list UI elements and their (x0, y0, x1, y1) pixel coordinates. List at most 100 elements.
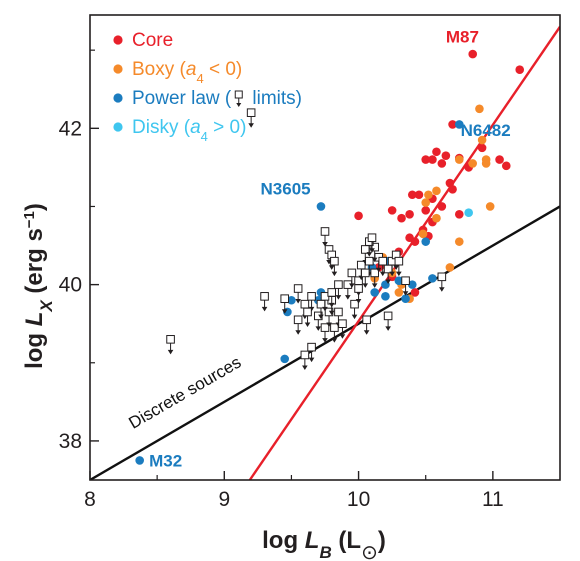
boxy-point (421, 198, 431, 207)
x-tick-label: 10 (347, 488, 370, 511)
power-point (280, 354, 290, 364)
annotation-n6482: N6482 (461, 121, 511, 140)
core-point (515, 65, 525, 75)
legend-limit-marker (234, 90, 243, 107)
axis-ticks: 8 9 10 11 38 40 42 (59, 49, 504, 511)
fit-lines (90, 26, 560, 480)
power-point (407, 280, 417, 289)
y-tick-label: 42 (59, 117, 82, 140)
legend-entry-power: Power law ( limits) (113, 88, 302, 109)
upper-limit-marker (327, 288, 337, 308)
core-point (432, 147, 441, 157)
legend-label: Disky (a4 > 0) (132, 117, 246, 144)
core-point (354, 211, 363, 221)
discrete-line (90, 205, 560, 480)
power-point (394, 276, 404, 286)
upper-limit-marker (334, 280, 343, 300)
core-point (437, 202, 447, 211)
upper-limit-marker (367, 233, 377, 253)
legend-entry-core: Core (113, 30, 173, 51)
upper-limit-marker (166, 335, 175, 355)
upper-limit-marker (370, 242, 379, 263)
power-point (370, 288, 379, 297)
core-point (397, 213, 406, 223)
core-point (407, 190, 417, 200)
core-point (414, 190, 424, 200)
legend-entry-disky: Disky (a4 > 0) (113, 117, 246, 144)
upper-limit-marker (260, 292, 269, 312)
core-point (448, 184, 457, 194)
power-point (421, 237, 431, 246)
power-point (428, 274, 437, 283)
upper-limit-marker (303, 307, 312, 327)
core-point (437, 159, 447, 168)
y-tick-label: 38 (59, 430, 82, 453)
power-point (401, 294, 410, 303)
core-point (405, 209, 414, 219)
boxy-point (394, 288, 404, 297)
legend-marker (113, 93, 123, 103)
y-axis-title: log LX (erg s−1) (21, 203, 56, 369)
boxy-point (454, 155, 464, 164)
upper-limit-marker (320, 227, 330, 247)
x-tick-label: 8 (84, 488, 96, 511)
upper-limit-marker (394, 256, 404, 277)
disky-point (464, 208, 473, 218)
core-point (477, 143, 487, 153)
x-tick-label: 9 (218, 488, 230, 511)
boxy-point (432, 186, 441, 196)
core-point (428, 155, 437, 164)
core-point (410, 237, 420, 246)
legend-marker (113, 64, 123, 74)
legend-label: Boxy (a4 < 0) (132, 59, 242, 86)
upper-limit-marker (280, 294, 290, 314)
boxy-point (445, 263, 455, 272)
legend-label: Core (132, 30, 173, 51)
upper-limit-marker (354, 284, 363, 304)
plot-frame (89, 14, 561, 481)
upper-limit-marker (246, 108, 256, 128)
boxy-point (477, 135, 487, 145)
power-point (316, 202, 326, 211)
boxy-point (475, 104, 484, 114)
legend: Core Boxy (a4 < 0)Power law ( limits) Disk… (113, 30, 302, 144)
upper-limit-marker (370, 268, 379, 288)
power-point (287, 295, 296, 305)
x-axis-title: log LB (L⊙) (262, 527, 386, 561)
upper-limit-marker (330, 256, 339, 277)
upper-limit-marker (293, 315, 303, 335)
core-point (421, 206, 431, 215)
core-point (448, 120, 457, 129)
legend-entry-boxy: Boxy (a4 < 0) (113, 59, 242, 86)
upper-limit-marker (350, 299, 359, 320)
upper-limit-points (166, 108, 447, 370)
upper-limit-marker (293, 284, 303, 304)
boxy-point (454, 237, 464, 246)
upper-limit-marker (320, 323, 330, 343)
boxy-point (485, 202, 495, 211)
power-point (454, 120, 464, 129)
boxy-point (481, 159, 491, 168)
legend-marker (113, 35, 123, 45)
boxy-point (468, 159, 478, 168)
legend-label: Power law ( limits) (132, 88, 302, 109)
power-point (381, 292, 390, 301)
boxy-point (418, 229, 428, 239)
upper-limit-marker (401, 276, 410, 296)
upper-limit-marker (437, 272, 447, 292)
upper-limit-marker (300, 350, 310, 370)
upper-limit-marker (362, 315, 371, 335)
x-tick-label: 11 (482, 488, 504, 511)
upper-limit-marker (360, 268, 370, 288)
core-point (410, 288, 420, 297)
core-point (441, 151, 451, 160)
power-point (135, 456, 144, 465)
core-point (495, 155, 504, 164)
annotation-n3605: N3605 (261, 180, 311, 199)
core-point (421, 155, 431, 164)
annotation-m32: M32 (149, 452, 182, 471)
core-point (501, 161, 511, 171)
legend-marker (113, 122, 123, 132)
